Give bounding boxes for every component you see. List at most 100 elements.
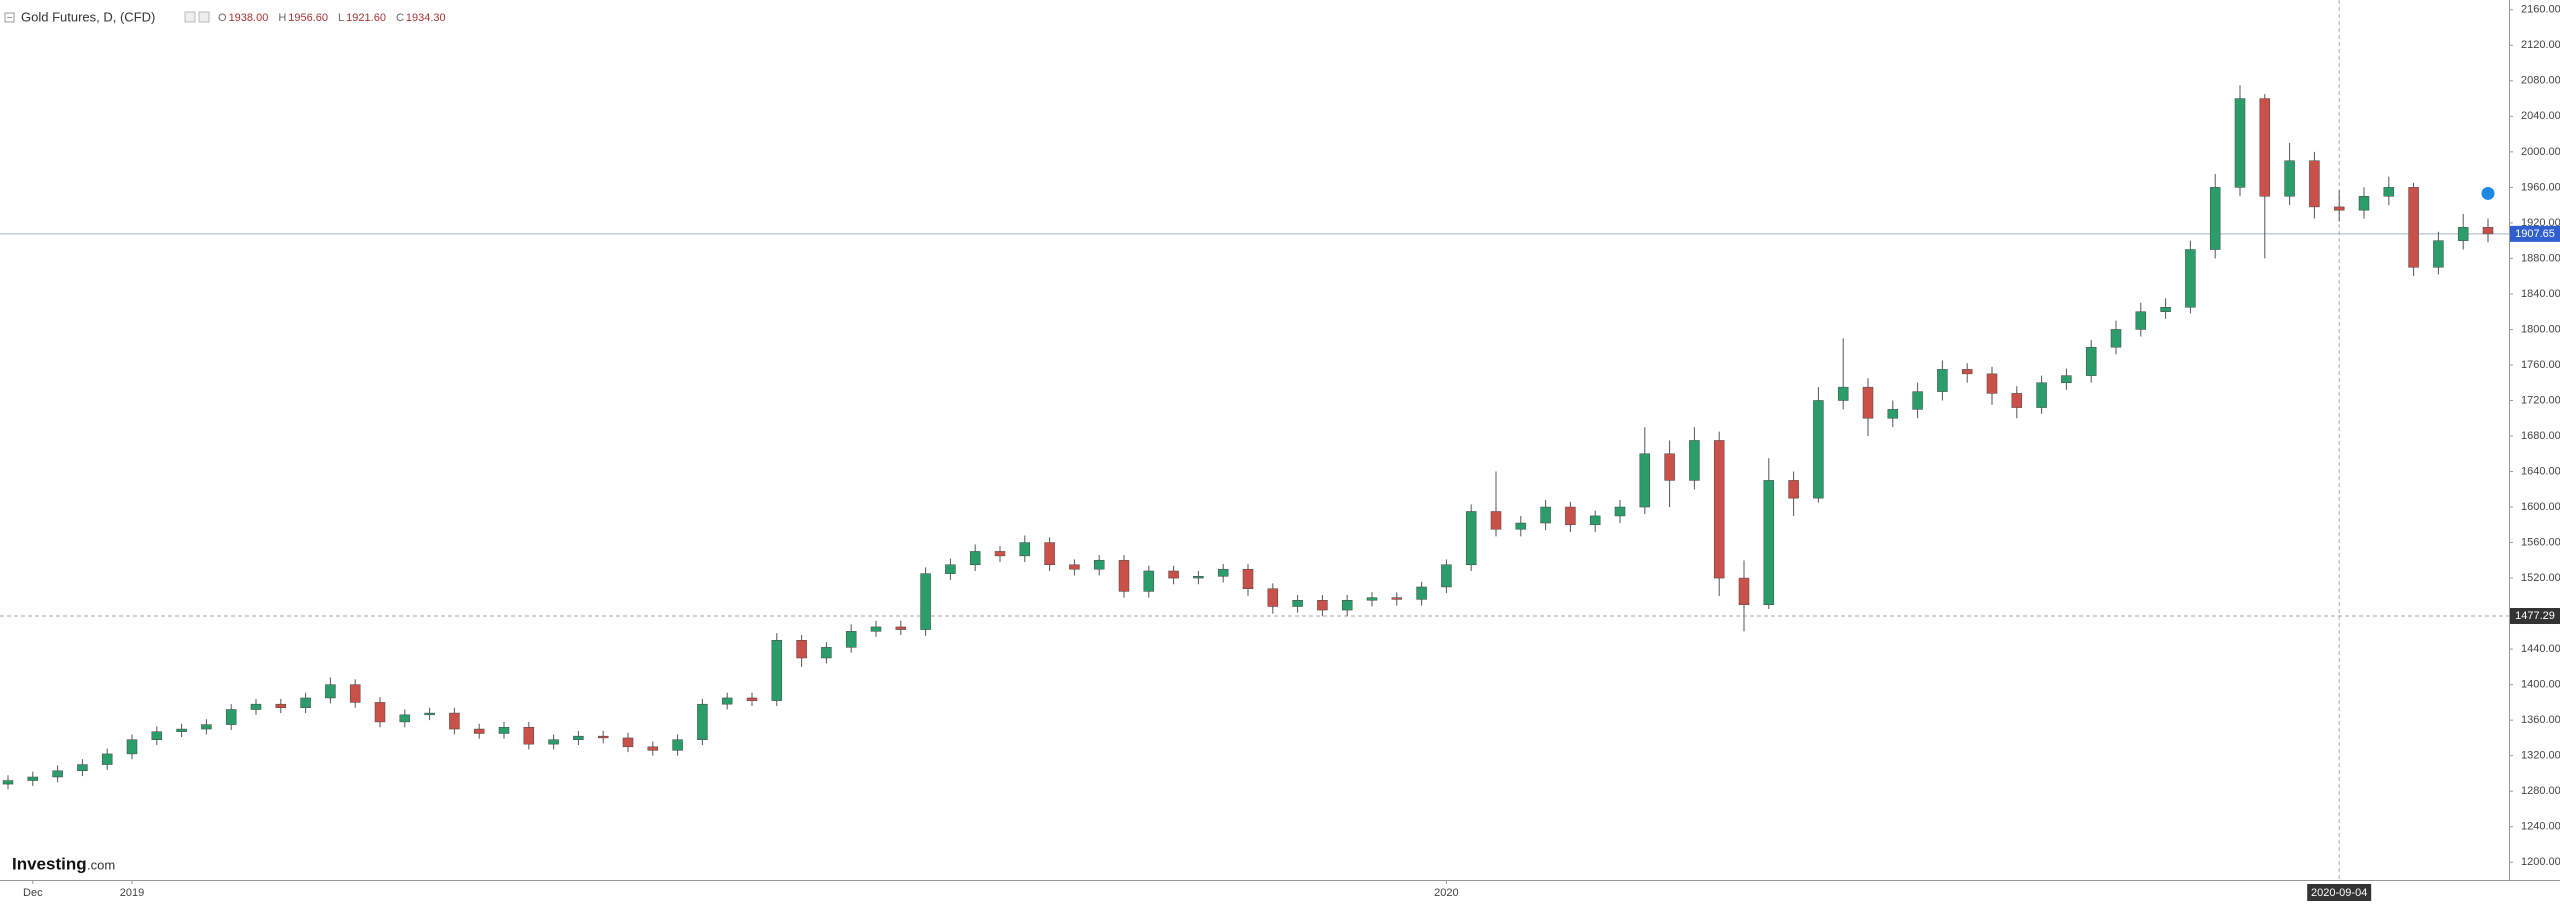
candle-body <box>1193 576 1204 579</box>
candle-body <box>151 731 163 740</box>
candle-body <box>597 735 609 739</box>
y-tick-label: 1800.00 <box>2521 323 2560 335</box>
candle-body <box>1689 440 1700 481</box>
y-tick-label: 1200.00 <box>2521 856 2560 868</box>
candle-body <box>374 702 386 723</box>
candle-body <box>250 703 262 710</box>
candle-body <box>1217 568 1229 577</box>
candle-body <box>1292 600 1303 607</box>
candle-body <box>1168 570 1179 579</box>
y-tick-label: 1720.00 <box>2521 394 2560 406</box>
y-tick-label: 1320.00 <box>2521 750 2560 762</box>
candle-body <box>449 712 460 730</box>
candle-body <box>796 639 807 659</box>
chart-title: Gold Futures, D, (CFD) <box>21 9 155 24</box>
candle-body <box>77 764 88 772</box>
candle-body <box>672 739 683 751</box>
candle-body <box>2383 187 2395 197</box>
crosshair-x-label: 2020-09-04 <box>2311 887 2367 899</box>
candle-body <box>275 703 287 708</box>
candle-body <box>1565 506 1576 526</box>
candle-body <box>771 639 783 701</box>
candle-body <box>895 626 907 630</box>
candle-body <box>1465 511 1477 566</box>
candle-body <box>2011 393 2023 408</box>
crosshair-y-label: 1477.29 <box>2515 610 2555 622</box>
candle-body <box>225 709 237 725</box>
last-price-label: 1907.65 <box>2515 228 2555 240</box>
candle-body <box>2209 187 2221 250</box>
candle-body <box>1986 373 1998 394</box>
y-tick-label: 1600.00 <box>2521 501 2560 513</box>
candle-body <box>2135 311 2147 330</box>
candle-body <box>920 573 931 630</box>
candle-body <box>2284 160 2295 197</box>
candle-body <box>498 727 510 734</box>
candle-body <box>424 712 435 716</box>
candle-body <box>2110 329 2122 348</box>
candle-body <box>2160 306 2171 312</box>
candle-body <box>821 647 832 659</box>
candle-body <box>300 697 311 708</box>
candle-body <box>2 780 14 785</box>
candle-body <box>201 724 212 730</box>
y-tick-label: 1960.00 <box>2521 181 2560 193</box>
candle-body <box>1391 597 1403 600</box>
candle-body <box>126 739 138 755</box>
candle-body <box>349 684 361 703</box>
y-tick-label: 2040.00 <box>2521 110 2560 122</box>
y-tick-label: 1240.00 <box>2521 821 2560 833</box>
candle-body <box>52 770 63 778</box>
candle-body <box>1093 560 1105 570</box>
y-tick-label: 1560.00 <box>2521 536 2560 548</box>
candle-body <box>969 551 981 566</box>
candle-body <box>2185 249 2196 308</box>
y-tick-label: 2000.00 <box>2521 146 2560 158</box>
candle-body <box>1664 453 1675 481</box>
candle-body <box>523 727 535 745</box>
last-price-box <box>2510 225 2560 242</box>
y-tick-label: 1360.00 <box>2521 714 2560 726</box>
candle-body <box>845 631 857 648</box>
candle-body <box>1961 369 1973 375</box>
crosshair-x-box <box>2307 884 2372 901</box>
candle-body <box>1317 600 1328 611</box>
candle-body <box>1614 506 1626 517</box>
candle-body <box>1143 570 1155 592</box>
candle-body <box>1639 453 1651 508</box>
candle-body <box>1490 511 1502 530</box>
candle-body <box>1366 597 1378 601</box>
y-tick-label: 2080.00 <box>2521 75 2560 87</box>
candle-body <box>2408 187 2419 268</box>
candle-body <box>1019 542 1031 557</box>
legend-value: 1921.60 <box>346 12 386 24</box>
legend-value: 1956.60 <box>288 12 328 24</box>
candle-body <box>994 551 1006 557</box>
y-tick-label: 2160.00 <box>2521 4 2560 16</box>
collapse-icon[interactable] <box>4 12 15 23</box>
x-tick-label: Dec <box>23 887 43 899</box>
legend-key: O <box>218 12 227 24</box>
candle-body <box>1763 480 1775 605</box>
close-icon[interactable] <box>198 11 210 23</box>
candle-body <box>1862 386 1874 419</box>
y-tick-label: 1680.00 <box>2521 430 2560 442</box>
y-tick-label: 1920.00 <box>2521 217 2560 229</box>
legend-value: 1934.30 <box>406 12 446 24</box>
legend-value: 1938.00 <box>229 12 269 24</box>
y-tick-label: 2120.00 <box>2521 39 2560 51</box>
settings-icon[interactable] <box>184 11 196 23</box>
candle-body <box>1416 586 1427 600</box>
candle-body <box>1242 568 1254 589</box>
candle-body <box>746 697 758 701</box>
candle-body <box>622 737 634 748</box>
y-tick-label: 1520.00 <box>2521 572 2560 584</box>
logo-brand: Investing <box>12 854 87 873</box>
candle-body <box>2333 206 2345 211</box>
candle-body <box>473 728 485 734</box>
candle-body <box>1887 409 1899 419</box>
y-tick-label: 1760.00 <box>2521 359 2560 371</box>
candle-body <box>1540 506 1551 524</box>
ohlc-legend: O 1938.00 H 1956.60 L 1921.60 C 1934.30 <box>218 12 446 24</box>
